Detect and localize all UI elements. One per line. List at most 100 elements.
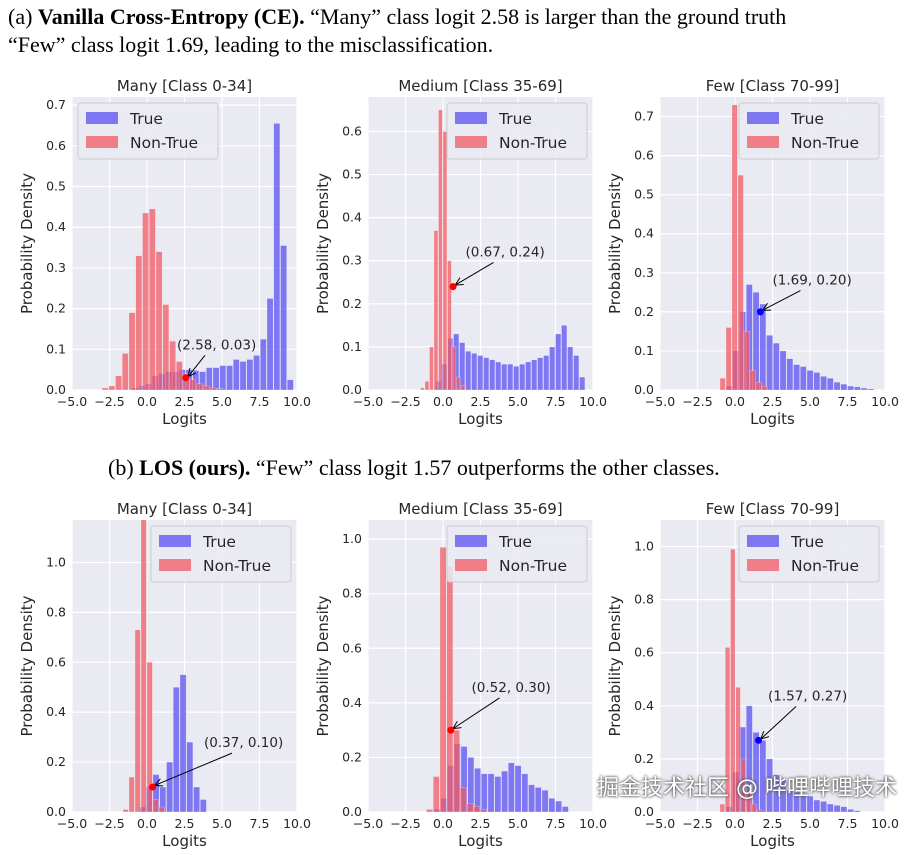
annotation-label: (0.52, 0.30) [472, 680, 551, 696]
bar-true [465, 351, 472, 390]
bar-non-true [746, 793, 752, 812]
x-tick-label: 5.0 [212, 394, 232, 409]
x-tick-label: 5.0 [508, 816, 528, 831]
x-tick-label: −2.5 [94, 394, 124, 409]
y-tick-label: 0.4 [46, 219, 66, 234]
x-tick-label: 10.0 [871, 394, 899, 409]
bar-non-true [149, 208, 156, 390]
bar-non-true [730, 549, 736, 812]
bar-true [854, 386, 861, 390]
bar-non-true [451, 346, 457, 390]
x-tick-label: 10.0 [283, 394, 311, 409]
y-tick-label: 0.6 [46, 138, 66, 153]
x-axis-label: Logits [750, 832, 795, 850]
legend-swatch-non-true [86, 136, 118, 148]
annotation-label: (1.57, 0.27) [768, 689, 847, 705]
legend-swatch-true [159, 535, 191, 547]
bar-true [531, 359, 538, 390]
panel-4: −5.0 −2.5 0.0 2.5 5.0 7.5 10.0 0.0 0.2 0.4 0.6 0.8 1… [18, 500, 311, 850]
legend-swatch-non-true [159, 559, 191, 571]
y-tick-label: 1.0 [342, 531, 362, 546]
legend-label-non-true: Non-True [130, 134, 198, 152]
x-tick-label: 7.5 [838, 394, 858, 409]
bar-true [501, 770, 508, 812]
y-axis-label: Probability Density [606, 595, 624, 736]
bar-true [173, 687, 180, 812]
y-axis-label: Probability Density [606, 173, 624, 314]
bar-true [766, 335, 773, 390]
x-tick-label: 2.5 [763, 394, 783, 409]
bar-non-true [725, 647, 731, 812]
x-tick-label: 0.0 [433, 816, 453, 831]
y-tick-label: 0.3 [634, 265, 654, 280]
x-tick-label: 7.5 [250, 394, 270, 409]
y-tick-label: 0.4 [342, 210, 362, 225]
annotation-point [149, 783, 157, 791]
x-axis-label: Logits [750, 410, 795, 428]
y-tick-label: 0.0 [634, 804, 654, 819]
x-tick-label: 5.0 [212, 816, 232, 831]
bar-true [548, 798, 556, 812]
bar-non-true [216, 388, 224, 390]
panel-6: −5.0 −2.5 0.0 2.5 5.0 7.5 10.0 0.0 0.2 0.4 0.6 0.8 1… [606, 500, 899, 850]
bar-true [541, 789, 549, 812]
panel-title: Few [Class 70-99] [706, 500, 840, 518]
bar-true [226, 365, 233, 390]
bar-true [840, 806, 848, 812]
y-tick-label: 0.4 [342, 695, 362, 710]
bar-non-true [737, 174, 744, 390]
bar-true [752, 732, 760, 812]
y-tick-label: 0.6 [46, 654, 66, 669]
bar-true [549, 346, 556, 390]
bar-true [481, 773, 488, 812]
legend-label-non-true: Non-True [791, 557, 859, 575]
bar-true [535, 787, 542, 812]
x-tick-label: 10.0 [871, 816, 899, 831]
bars [122, 520, 207, 812]
bar-true [847, 385, 854, 390]
bar-true [543, 355, 550, 390]
legend-label-true: True [790, 110, 824, 128]
y-tick-label: 0.8 [46, 604, 66, 619]
caption-a-text1: “Many” class logit 2.58 is larger than t… [304, 4, 787, 29]
legend-label-non-true: Non-True [499, 557, 567, 575]
bar-true [514, 765, 522, 812]
bar-non-true [460, 787, 467, 812]
legend-label-true: True [498, 110, 532, 128]
x-tick-label: 2.5 [175, 394, 195, 409]
bar-non-true [480, 809, 487, 812]
bar-true [786, 358, 794, 390]
bar-true [867, 388, 875, 390]
bar-true [759, 740, 767, 812]
legend-swatch-true [747, 112, 779, 124]
bar-true [806, 370, 814, 390]
bar-true [555, 333, 562, 390]
y-tick-label: 0.6 [634, 148, 654, 163]
bar-true [813, 372, 821, 390]
bar-non-true [135, 255, 143, 390]
y-tick-label: 0.2 [46, 301, 66, 316]
x-tick-label: 0.0 [725, 816, 745, 831]
bar-non-true [122, 353, 129, 390]
bar-non-true [743, 331, 750, 390]
bar-true [519, 363, 526, 390]
bar-true [200, 799, 207, 812]
x-tick-label: −2.5 [682, 394, 712, 409]
y-tick-label: 0.2 [634, 751, 654, 766]
bar-true [800, 794, 807, 812]
y-tick-label: 0.0 [46, 382, 66, 397]
bar-true [166, 761, 173, 812]
bar-non-true [756, 809, 762, 812]
bar-true [820, 376, 827, 390]
x-tick-label: 7.5 [250, 816, 270, 831]
bar-true [562, 806, 569, 812]
x-tick-label: 7.5 [838, 816, 858, 831]
bar-non-true [420, 387, 425, 390]
y-tick-label: 1.0 [46, 554, 66, 569]
bar-non-true [146, 662, 153, 812]
y-tick-label: 0.8 [634, 592, 654, 607]
bar-true [773, 342, 780, 390]
x-tick-label: −2.5 [390, 394, 420, 409]
bars [101, 123, 294, 390]
bar-true [813, 799, 821, 812]
